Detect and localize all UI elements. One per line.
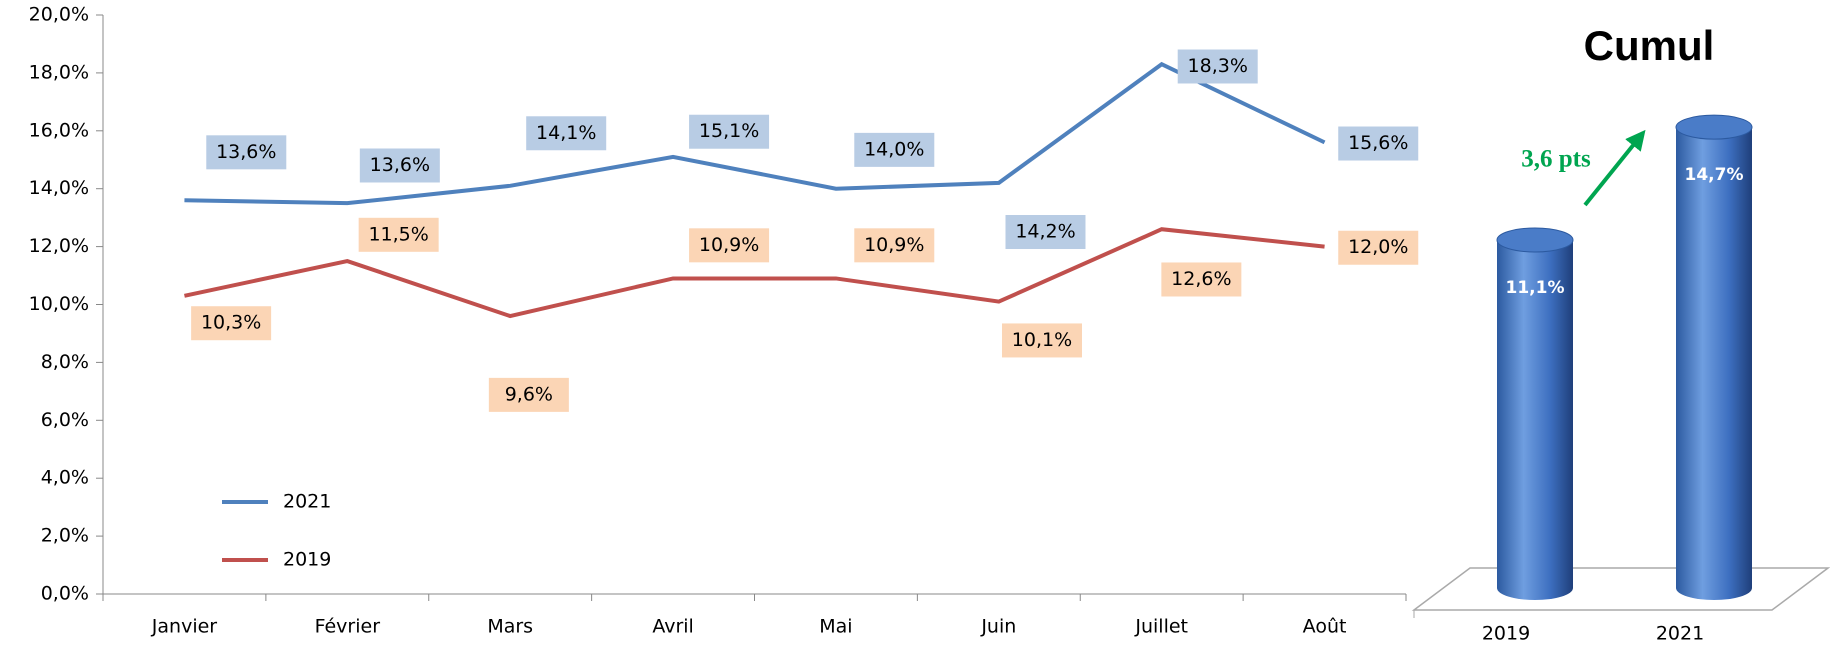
x-tick-label: Avril	[652, 616, 694, 638]
value-label: 14,2%	[1015, 221, 1075, 243]
x-tick-label: Juillet	[1134, 616, 1188, 638]
value-label: 14,7%	[1685, 165, 1744, 185]
value-label: 14,1%	[536, 122, 596, 144]
value-label: 12,6%	[1171, 268, 1231, 290]
value-label: 11,1%	[1506, 278, 1565, 298]
x-tick-label: Mars	[487, 616, 533, 638]
x-tick-label: Janvier	[151, 616, 218, 638]
value-label-box	[1005, 215, 1086, 250]
value-label: 10,1%	[1012, 329, 1072, 351]
chart-title: Cumul	[1584, 22, 1715, 69]
y-tick-label: 8,0%	[41, 351, 89, 373]
value-label-box	[359, 148, 440, 183]
value-label: 10,9%	[864, 234, 924, 256]
floor	[1411, 567, 1830, 611]
x-tick-label: Août	[1303, 616, 1347, 638]
cylinder-bar	[1676, 127, 1752, 600]
value-label-box	[1001, 323, 1082, 358]
value-label-box	[689, 114, 770, 149]
value-label: 18,3%	[1188, 55, 1248, 77]
value-label: 14,0%	[864, 138, 924, 160]
y-tick-label: 16,0%	[29, 119, 89, 141]
y-tick-label: 2,0%	[41, 525, 89, 547]
y-tick-label: 6,0%	[41, 409, 89, 431]
x-tick-label: Mai	[819, 616, 852, 638]
value-label: 13,6%	[216, 141, 276, 163]
annotation: 3,6 pts	[1521, 146, 1591, 173]
value-label-box	[526, 116, 607, 151]
x-tick-label: 2019	[1482, 623, 1530, 645]
legend-label: 2021	[283, 491, 331, 513]
value-label-box	[1338, 230, 1419, 265]
value-label: 15,6%	[1348, 132, 1408, 154]
x-tick-label: 2021	[1656, 623, 1704, 645]
value-label-box	[358, 217, 439, 252]
value-label-box	[1177, 49, 1258, 84]
value-label: 9,6%	[505, 383, 553, 405]
y-tick-label: 0,0%	[41, 583, 89, 605]
y-tick-label: 20,0%	[29, 4, 89, 26]
line-series	[184, 227, 1325, 319]
value-label-box	[854, 228, 935, 263]
value-label: 12,0%	[1348, 236, 1408, 258]
legend-label: 2019	[283, 549, 331, 571]
value-label-box	[488, 377, 569, 412]
cylinder-top	[1675, 114, 1753, 140]
cylinder-bar	[1497, 240, 1573, 600]
value-label: 13,6%	[370, 154, 430, 176]
line-series	[184, 61, 1326, 206]
value-label-box	[1338, 126, 1419, 161]
cylinder-top	[1496, 227, 1574, 253]
y-tick-label: 10,0%	[29, 293, 89, 315]
y-tick-label: 4,0%	[41, 467, 89, 489]
y-tick-label: 14,0%	[29, 177, 89, 199]
value-label: 10,3%	[201, 312, 261, 334]
annotation-arrow	[1583, 129, 1646, 207]
x-tick-label: Février	[315, 616, 381, 638]
y-tick-label: 18,0%	[29, 61, 89, 83]
x-tick-label: Juin	[980, 616, 1016, 638]
y-tick-label: 12,0%	[29, 235, 89, 257]
value-label-box	[689, 228, 770, 263]
value-label: 11,5%	[368, 223, 428, 245]
value-label-box	[1161, 262, 1242, 297]
value-label: 15,1%	[699, 120, 759, 142]
value-label-box	[854, 132, 935, 167]
value-label: 10,9%	[699, 234, 759, 256]
value-label-box	[206, 135, 287, 170]
value-label-box	[191, 306, 272, 341]
